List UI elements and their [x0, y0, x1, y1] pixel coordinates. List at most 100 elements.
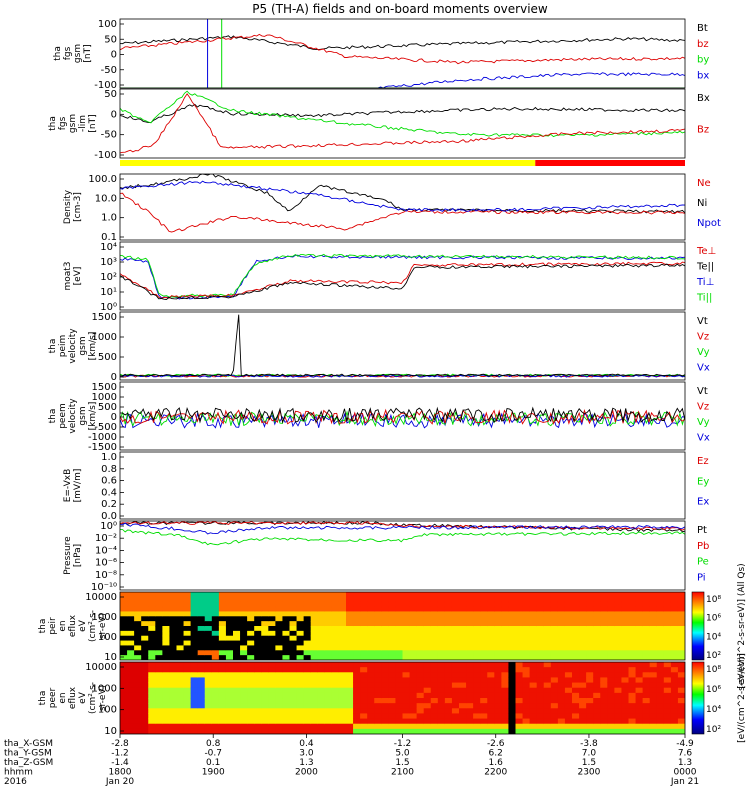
heatmap-cell: [451, 692, 460, 699]
heatmap-cell: [649, 698, 658, 704]
heatmap-cell: [148, 698, 156, 704]
heatmap-cell: [416, 606, 425, 612]
heatmap-cell: [670, 650, 679, 656]
heatmap-cell: [494, 596, 502, 603]
heatmap-cell: [579, 677, 587, 684]
colorbar-tick-label: 10²: [706, 651, 721, 661]
heatmap-cell: [649, 606, 658, 612]
heatmap-cell: [204, 592, 213, 598]
heatmap-cell: [473, 682, 481, 689]
heatmap-cell: [247, 718, 255, 725]
heatmap-cell: [346, 677, 354, 684]
heatmap-cell: [289, 645, 298, 651]
heatmap-cell: [600, 672, 608, 678]
heatmap-cell: [480, 718, 488, 725]
y-tick-label: 10⁻⁸: [95, 570, 117, 581]
heatmap-cell: [550, 592, 559, 598]
heatmap-cell: [579, 596, 587, 603]
heatmap-cell: [127, 616, 135, 622]
heatmap-cell: [162, 687, 170, 694]
heatmap-cell: [494, 650, 502, 656]
heatmap-cell: [543, 645, 552, 651]
heatmap-cell: [437, 728, 446, 734]
heatmap-cell: [508, 640, 516, 646]
heatmap-cell: [296, 635, 305, 642]
heatmap-cell: [395, 635, 403, 642]
heatmap-cell: [353, 713, 361, 720]
heatmap-cell: [473, 630, 481, 637]
heatmap-cell: [204, 606, 213, 612]
heatmap-cell: [628, 692, 637, 699]
heatmap-cell: [148, 692, 156, 699]
heatmap-cell: [176, 640, 185, 646]
x-tick-label: 7.6: [678, 749, 693, 759]
y-tick-label: -50: [101, 65, 117, 76]
heatmap-cell: [190, 630, 199, 637]
heatmap-cell: [388, 640, 396, 646]
heatmap-cell: [677, 723, 685, 730]
heatmap-cell: [310, 692, 319, 699]
heatmap-cell: [388, 626, 396, 632]
heatmap-cell: [437, 616, 446, 622]
heatmap-cell: [402, 630, 411, 637]
heatmap-cell: [557, 640, 566, 646]
heatmap-cell: [600, 723, 608, 730]
y-tick-label: 10: [104, 652, 117, 663]
heatmap-cell: [529, 626, 538, 632]
heatmap-cell: [621, 662, 629, 668]
heatmap-cell: [395, 630, 403, 637]
heatmap-cell: [579, 640, 587, 646]
heatmap-cell: [543, 611, 552, 617]
heatmap-cell: [218, 606, 227, 612]
heatmap-cell: [247, 601, 255, 608]
heatmap-cell: [134, 650, 142, 656]
heatmap-cell: [656, 626, 665, 632]
heatmap-cell: [642, 692, 651, 699]
heatmap-cell: [190, 667, 199, 673]
heatmap-cell: [473, 703, 481, 709]
heatmap-cell: [543, 650, 552, 656]
heatmap-cell: [324, 672, 333, 678]
heatmap-cell: [649, 630, 658, 637]
heatmap-cell: [127, 596, 135, 603]
heatmap-cell: [310, 626, 319, 632]
y-axis-label: tha: [38, 619, 48, 634]
heatmap-cell: [233, 630, 241, 637]
heatmap-cell: [374, 655, 382, 660]
heatmap-cell: [437, 667, 446, 673]
heatmap-cell: [127, 606, 135, 612]
heatmap-cell: [628, 611, 637, 617]
heatmap-cell: [572, 611, 580, 617]
heatmap-cell: [649, 692, 658, 699]
heatmap-cell: [656, 677, 665, 684]
heatmap-cell: [261, 692, 269, 699]
heatmap-cell: [593, 687, 601, 694]
heatmap-cell: [395, 655, 403, 660]
heatmap-cell: [381, 698, 389, 704]
heatmap-cell: [437, 596, 446, 603]
heatmap-cell: [536, 728, 545, 734]
heatmap-cell: [141, 606, 149, 612]
heatmap-cell: [141, 635, 149, 642]
heatmap-cell: [338, 655, 347, 660]
y-tick-label: 0.1: [101, 232, 117, 243]
heatmap-cell: [127, 682, 135, 689]
heatmap-cell: [155, 713, 163, 720]
heatmap-cell: [353, 616, 361, 622]
heatmap-cell: [374, 723, 382, 730]
heatmap-cell: [268, 698, 276, 704]
y-axis-label: [nT]: [83, 44, 93, 62]
heatmap-cell: [494, 640, 502, 646]
heatmap-cell: [480, 596, 488, 603]
x-tick-label: -2.8: [111, 739, 129, 749]
heatmap-cell: [649, 592, 658, 598]
heatmap-cell: [607, 667, 615, 673]
heatmap-cell: [656, 723, 665, 730]
heatmap-cell: [324, 723, 333, 730]
heatmap-cell: [233, 667, 241, 673]
heatmap-cell: [176, 611, 185, 617]
heatmap-cell: [550, 703, 559, 709]
heatmap-cell: [190, 682, 199, 689]
